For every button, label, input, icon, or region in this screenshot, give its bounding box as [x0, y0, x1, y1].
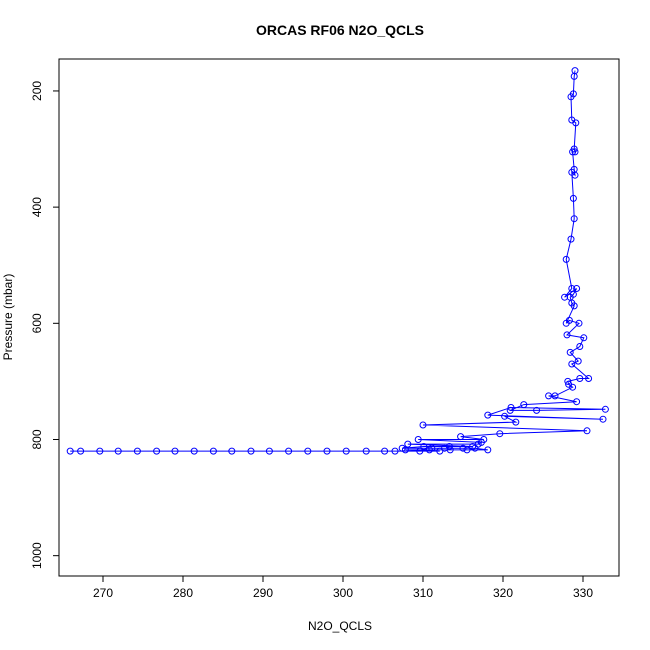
- data-point: [436, 447, 444, 455]
- data-point: [564, 377, 572, 385]
- data-point: [580, 334, 588, 342]
- data-point: [585, 375, 593, 382]
- plot-frame: [58, 58, 620, 577]
- data-point: [575, 319, 583, 327]
- data-point: [567, 93, 575, 101]
- data-point: [171, 447, 179, 455]
- data-point: [425, 446, 433, 454]
- data-point: [391, 447, 399, 455]
- data-point: [576, 343, 584, 350]
- data-point: [501, 412, 509, 420]
- data-point: [228, 447, 236, 455]
- data-point: [209, 447, 217, 455]
- data-point: [133, 447, 141, 455]
- data-point: [562, 255, 570, 263]
- x-tick-label: 280: [173, 586, 193, 600]
- x-axis: 270 280 290 300 310 320 330: [93, 576, 593, 600]
- y-tick-label: 400: [30, 197, 44, 217]
- data-point: [512, 418, 520, 426]
- data-point: [404, 440, 412, 448]
- data-point: [570, 72, 578, 80]
- data-point: [570, 215, 578, 223]
- data-point: [574, 357, 582, 365]
- data-point: [265, 447, 273, 455]
- data-point: [484, 446, 492, 454]
- data-point: [573, 398, 581, 406]
- data-point: [66, 447, 74, 455]
- data-point: [576, 375, 584, 382]
- data-point: [484, 411, 492, 419]
- data-point: [419, 421, 427, 429]
- data-point: [190, 447, 198, 455]
- data-point: [569, 383, 577, 391]
- data-point: [507, 404, 515, 411]
- data-point: [463, 446, 471, 454]
- data-point: [566, 348, 574, 356]
- data-point: [401, 446, 409, 454]
- data-point: [96, 447, 104, 455]
- data-point: [533, 406, 541, 414]
- data-point: [285, 447, 293, 455]
- x-tick-label: 310: [413, 586, 433, 600]
- y-axis: 200 400 600 800 1000: [30, 81, 59, 569]
- data-point: [304, 447, 312, 455]
- data-point: [153, 447, 161, 455]
- data-point: [568, 360, 576, 368]
- data-point: [506, 406, 514, 414]
- data-point: [545, 392, 553, 400]
- series-line: [70, 70, 606, 452]
- data-point: [342, 447, 350, 455]
- data-point: [567, 235, 575, 243]
- data-point: [114, 447, 122, 455]
- data-point: [420, 443, 428, 450]
- data-point: [247, 447, 255, 455]
- y-axis-title: Pressure (mbar): [1, 274, 15, 361]
- data-point: [563, 331, 571, 339]
- y-tick-label: 200: [30, 81, 44, 101]
- data-point: [599, 415, 607, 423]
- data-point: [569, 194, 577, 202]
- data-point: [323, 447, 331, 455]
- y-tick-label: 1000: [30, 542, 44, 569]
- x-tick-label: 270: [93, 586, 113, 600]
- y-tick-label: 600: [30, 313, 44, 333]
- x-axis-title: N2O_QCLS: [308, 619, 372, 633]
- data-point: [573, 285, 581, 292]
- y-tick-label: 800: [30, 429, 44, 449]
- data-point: [457, 433, 465, 441]
- data-point: [416, 447, 424, 455]
- data-point: [520, 401, 528, 409]
- data-point: [571, 148, 579, 156]
- data-point: [572, 119, 580, 127]
- x-tick-label: 290: [253, 586, 273, 600]
- data-point: [445, 443, 453, 450]
- data-point: [362, 447, 370, 455]
- data-point: [77, 447, 85, 455]
- data-point: [569, 148, 577, 156]
- data-point: [471, 444, 479, 452]
- data-point: [568, 168, 576, 176]
- data-point: [496, 430, 504, 438]
- data-point: [583, 427, 591, 435]
- x-tick-label: 320: [493, 586, 513, 600]
- x-tick-label: 330: [573, 586, 593, 600]
- series-group: [66, 67, 609, 455]
- data-point: [570, 302, 578, 310]
- data-point: [381, 447, 389, 455]
- data-point: [414, 436, 422, 443]
- chart-title: ORCAS RF06 N2O_QCLS: [256, 22, 424, 38]
- data-point: [565, 316, 573, 324]
- data-point: [601, 405, 609, 413]
- x-tick-label: 300: [333, 586, 353, 600]
- data-point: [459, 444, 467, 452]
- data-point: [446, 446, 454, 454]
